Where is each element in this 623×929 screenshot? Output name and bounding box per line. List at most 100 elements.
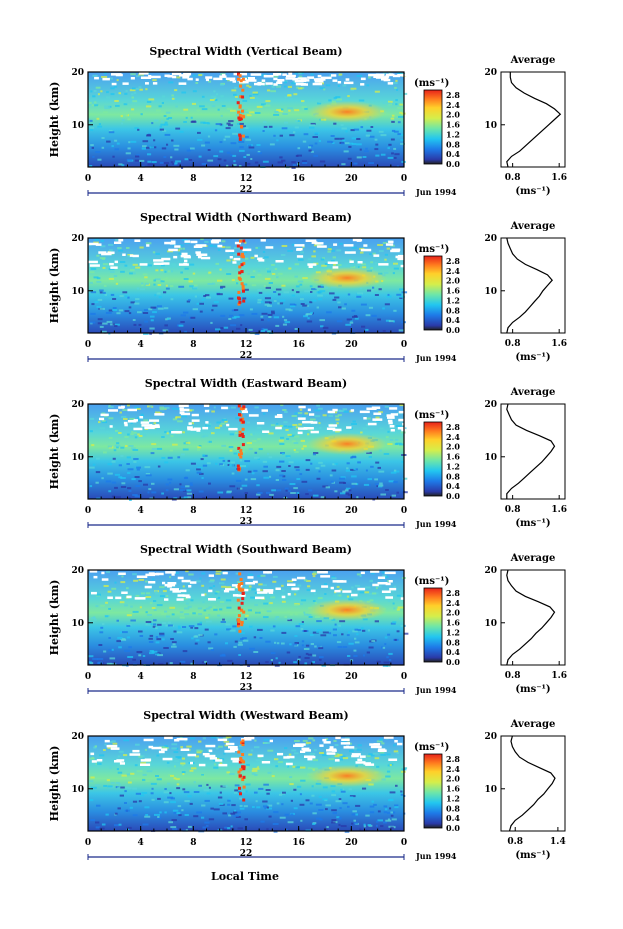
noon-streak-cell <box>239 757 243 760</box>
panel-title: Spectral Width (Westward Beam) <box>143 709 348 722</box>
noon-streak-cell <box>241 739 245 743</box>
average-unit-label: (ms⁻¹) <box>515 352 550 363</box>
x-tick-label: 4 <box>138 672 144 682</box>
colorbar-tick-label: 0.4 <box>446 149 460 159</box>
average-y-tick-label: 20 <box>484 68 497 78</box>
y-tick-label: 20 <box>71 566 84 576</box>
colorbar-tick-label: 0.0 <box>446 325 460 335</box>
average-y-tick-label: 10 <box>484 453 497 463</box>
missing-data-region <box>94 72 407 86</box>
high-width-layer <box>307 266 388 289</box>
high-width-layer <box>307 100 388 123</box>
high-width-layer <box>307 432 388 455</box>
beam-panel: Spectral Width (Vertical Beam) 10 20 Height… <box>48 45 567 197</box>
colorbar <box>423 421 443 497</box>
colorbar-tick-label: 2.8 <box>446 754 460 764</box>
noon-streak-cell <box>237 622 240 626</box>
noon-streak-cell <box>238 786 241 790</box>
average-unit-label: (ms⁻¹) <box>515 186 550 197</box>
noon-streak-cell <box>238 133 242 137</box>
noon-streak-cell <box>237 467 241 471</box>
noon-streak-cell <box>241 753 245 756</box>
average-unit-label: (ms⁻¹) <box>515 850 550 861</box>
noon-streak-cell <box>242 289 245 293</box>
colorbar-tick-label: 0.4 <box>446 813 460 823</box>
noon-streak-cell <box>237 72 240 76</box>
noon-streak-cell <box>241 284 245 288</box>
noon-streak-cell <box>237 585 241 588</box>
noon-streak-cell <box>239 246 243 250</box>
average-x-tick-label: 0.8 <box>505 173 521 183</box>
noon-streak-cell <box>241 77 245 81</box>
y-axis-label: Height (km) <box>48 248 61 324</box>
noon-streak-cell <box>239 792 242 796</box>
x-tick-label: 0 <box>85 838 91 848</box>
colorbar-unit-label: (ms⁻¹) <box>414 244 449 255</box>
noon-streak-cell <box>237 770 241 774</box>
noon-streak-cell <box>242 760 246 764</box>
colorbar-tick-label: 1.2 <box>446 129 460 139</box>
noon-streak-cell <box>241 741 245 744</box>
x-tick-label: 8 <box>190 340 196 350</box>
colorbar-tick-label: 1.2 <box>446 793 460 803</box>
noon-streak-cell <box>241 252 244 256</box>
month-label: Jun 1994 <box>415 851 457 861</box>
average-title: Average <box>510 387 556 398</box>
beam-panel: Spectral Width (Southward Beam) 10 20 Heigh… <box>48 543 567 695</box>
x-tick-label: 0 <box>85 672 91 682</box>
x-tick-label: 0 <box>401 672 407 682</box>
beam-panel: Spectral Width (Eastward Beam) 10 20 Height… <box>48 377 567 529</box>
noon-streak-cell <box>238 265 242 269</box>
noon-streak-cell <box>237 606 241 610</box>
colorbar-unit-label: (ms⁻¹) <box>414 576 449 587</box>
colorbar-tick-label: 0.8 <box>446 305 460 315</box>
noon-streak-cell <box>240 582 244 585</box>
noon-streak-cell <box>241 88 245 92</box>
average-unit-label: (ms⁻¹) <box>515 518 550 529</box>
noon-streak-cell <box>241 592 245 595</box>
noon-streak-cell <box>241 407 245 410</box>
noon-streak-cell <box>238 137 242 141</box>
y-axis-label: Height (km) <box>48 82 61 158</box>
noon-streak-cell <box>237 290 241 294</box>
x-tick-label: 20 <box>345 506 358 516</box>
average-title: Average <box>510 55 556 66</box>
noon-streak-cell <box>241 417 245 421</box>
y-tick-label: 20 <box>71 732 84 742</box>
month-label: Jun 1994 <box>415 519 457 529</box>
noon-streak-cell <box>239 407 243 411</box>
noon-streak-cell <box>240 432 244 436</box>
colorbar-tick-label: 0.0 <box>446 491 460 501</box>
x-tick-label: 8 <box>190 174 196 184</box>
panel-title: Spectral Width (Southward Beam) <box>140 543 352 556</box>
noon-streak-cell <box>238 629 242 633</box>
noon-streak-cell <box>238 413 241 417</box>
x-tick-label: 20 <box>345 174 358 184</box>
x-tick-label: 12 <box>240 340 253 350</box>
noon-streak-cell <box>239 418 243 422</box>
average-x-tick-label: 1.6 <box>551 173 567 183</box>
noon-streak-cell <box>241 109 244 113</box>
noon-streak-cell <box>240 623 244 627</box>
noon-streak-cell <box>237 296 240 300</box>
colorbar-tick-label: 0.0 <box>446 657 460 667</box>
noon-streak-cell <box>238 453 241 457</box>
colorbar-tick-label: 1.6 <box>446 452 460 462</box>
noon-streak-cell <box>239 239 242 243</box>
noon-streak-cell <box>242 299 246 303</box>
noon-streak-cell <box>236 244 240 248</box>
noon-streak-cell <box>240 601 244 605</box>
x-tick-label: 12 <box>240 672 253 682</box>
noon-streak-cell <box>241 743 245 747</box>
noon-streak-cell <box>240 263 244 267</box>
colorbar <box>423 255 443 331</box>
day-label: 22 <box>240 185 253 195</box>
y-tick-label: 10 <box>71 619 84 629</box>
average-profile-line <box>506 403 556 499</box>
noon-streak-cell <box>237 252 241 256</box>
noon-streak-cell <box>240 620 244 624</box>
noon-streak-cell <box>241 597 245 601</box>
noon-streak-cell <box>237 446 241 450</box>
x-tick-label: 16 <box>292 340 305 350</box>
noon-streak-cell <box>236 464 240 468</box>
